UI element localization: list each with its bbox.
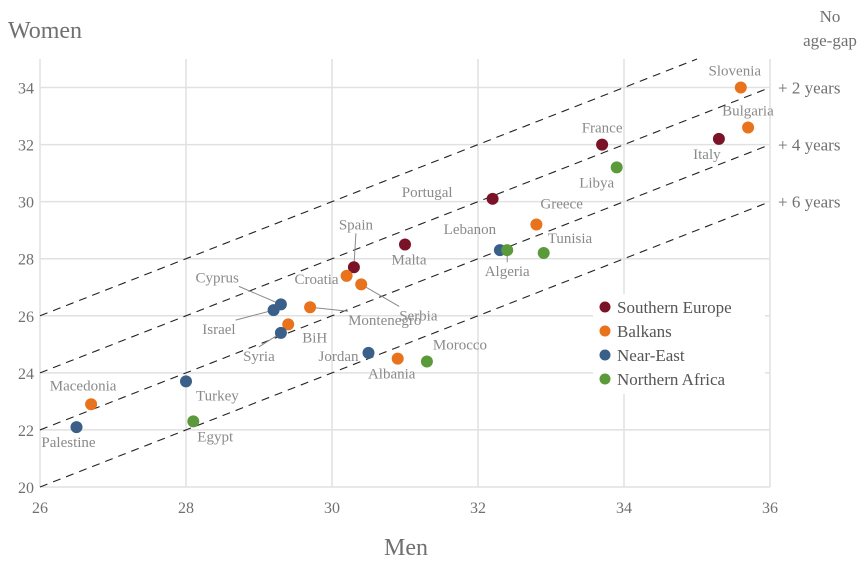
point-libya bbox=[610, 161, 623, 174]
y-tick-label: 24 bbox=[18, 366, 34, 383]
legend-label: Northern Africa bbox=[617, 370, 726, 389]
point-slovenia bbox=[734, 81, 747, 94]
point-egypt bbox=[187, 415, 200, 428]
point-label-france: France bbox=[582, 121, 623, 137]
point-label-turkey: Turkey bbox=[196, 388, 239, 404]
point-morocco bbox=[420, 355, 433, 368]
y-tick-label: 28 bbox=[18, 252, 34, 269]
legend: Southern Europe Balkans Near-East Northern … bbox=[593, 294, 765, 394]
point-france bbox=[596, 138, 609, 151]
legend-marker bbox=[599, 349, 611, 361]
point-turkey bbox=[180, 375, 192, 388]
reference-line-label: No bbox=[820, 7, 841, 26]
reference-line-label: age-gap bbox=[803, 31, 857, 50]
legend-marker bbox=[599, 325, 611, 337]
point-labels: Spain Malta Portugal France Italy Macedonia Bi… bbox=[41, 64, 774, 452]
point-label-egypt: Egypt bbox=[197, 429, 234, 445]
point-italy bbox=[712, 132, 725, 145]
point-croatia bbox=[340, 269, 353, 282]
y-axis-title: Women bbox=[8, 18, 82, 44]
point-spain bbox=[347, 261, 360, 274]
point-label-libya: Libya bbox=[579, 175, 614, 191]
point-label-albania: Albania bbox=[368, 367, 416, 383]
reference-line-4 bbox=[39, 144, 771, 431]
x-tick-label: 30 bbox=[324, 500, 340, 517]
point-algeria bbox=[501, 244, 514, 257]
point-bih bbox=[282, 318, 295, 331]
point-albania bbox=[391, 352, 404, 365]
data-points bbox=[70, 81, 755, 434]
point-syria bbox=[274, 326, 287, 339]
callout-line-israel bbox=[235, 309, 274, 321]
point-label-malta: Malta bbox=[392, 252, 427, 268]
legend-marker bbox=[599, 373, 611, 385]
point-montenegro bbox=[304, 301, 317, 314]
point-label-cyprus: Cyprus bbox=[196, 270, 240, 286]
legend-label: Balkans bbox=[617, 322, 672, 341]
point-label-spain: Spain bbox=[339, 217, 374, 233]
legend-label: Southern Europe bbox=[617, 298, 732, 317]
x-axis-title: Men bbox=[384, 535, 428, 561]
y-tick-label: 30 bbox=[18, 195, 34, 212]
reference-lines: No age-gap + 2 years + 4 years + 6 years bbox=[39, 7, 857, 488]
point-bulgaria bbox=[742, 121, 755, 134]
reference-line-0 bbox=[39, 58, 698, 317]
point-label-slovenia: Slovenia bbox=[709, 64, 762, 80]
callout-line-montenegro bbox=[310, 306, 349, 312]
point-label-algeria: Algeria bbox=[485, 264, 530, 280]
point-palestine bbox=[70, 421, 83, 434]
point-tunisia bbox=[537, 247, 550, 260]
reference-line-label: + 4 years bbox=[778, 136, 840, 155]
point-label-macedonia: Macedonia bbox=[50, 378, 117, 394]
point-serbia bbox=[355, 278, 368, 291]
point-label-portugal: Portugal bbox=[402, 185, 453, 201]
point-label-tunisia: Tunisia bbox=[548, 231, 593, 247]
callout-line-cyprus bbox=[238, 285, 282, 305]
point-malta bbox=[399, 238, 411, 251]
y-tick-label: 32 bbox=[18, 138, 34, 155]
point-label-bih: BiH bbox=[302, 330, 327, 346]
x-tick-label: 36 bbox=[762, 500, 778, 517]
point-label-palestine: Palestine bbox=[41, 435, 95, 451]
point-label-italy: Italy bbox=[693, 147, 721, 163]
point-label-bulgaria: Bulgaria bbox=[722, 103, 774, 119]
reference-line-2 bbox=[39, 87, 771, 374]
point-label-lebanon: Lebanon bbox=[444, 222, 497, 238]
point-label-syria: Syria bbox=[243, 349, 275, 365]
x-tick-label: 28 bbox=[178, 500, 194, 517]
legend-marker bbox=[599, 301, 611, 313]
x-tick-label: 26 bbox=[32, 500, 48, 517]
reference-line-label: + 6 years bbox=[778, 193, 840, 212]
point-label-jordan: Jordan bbox=[319, 349, 359, 365]
point-label-greece: Greece bbox=[540, 196, 583, 212]
point-portugal bbox=[486, 192, 499, 205]
point-jordan bbox=[362, 346, 375, 359]
point-greece bbox=[530, 218, 543, 231]
point-label-montenegro: Montenegro bbox=[348, 313, 421, 329]
legend-label: Near-East bbox=[617, 346, 685, 365]
point-label-serbia: Serbia bbox=[399, 308, 438, 324]
point-cyprus bbox=[274, 298, 287, 311]
axis-ticks: 26 28 30 32 34 36 20 22 24 26 28 30 32 34 bbox=[18, 81, 778, 517]
legend-box bbox=[593, 294, 765, 394]
y-tick-label: 20 bbox=[18, 480, 34, 497]
reference-line-6 bbox=[39, 201, 771, 488]
callout-line-serbia bbox=[360, 283, 400, 307]
y-tick-label: 22 bbox=[18, 423, 34, 440]
y-tick-label: 26 bbox=[18, 309, 34, 326]
point-label-morocco: Morocco bbox=[433, 337, 487, 353]
x-tick-label: 32 bbox=[470, 500, 486, 517]
reference-line-label: + 2 years bbox=[778, 79, 840, 98]
point-label-israel: Israel bbox=[202, 322, 235, 338]
point-label-croatia: Croatia bbox=[294, 272, 338, 288]
y-tick-label: 34 bbox=[18, 81, 34, 98]
point-macedonia bbox=[85, 398, 98, 411]
x-tick-label: 34 bbox=[616, 500, 632, 517]
